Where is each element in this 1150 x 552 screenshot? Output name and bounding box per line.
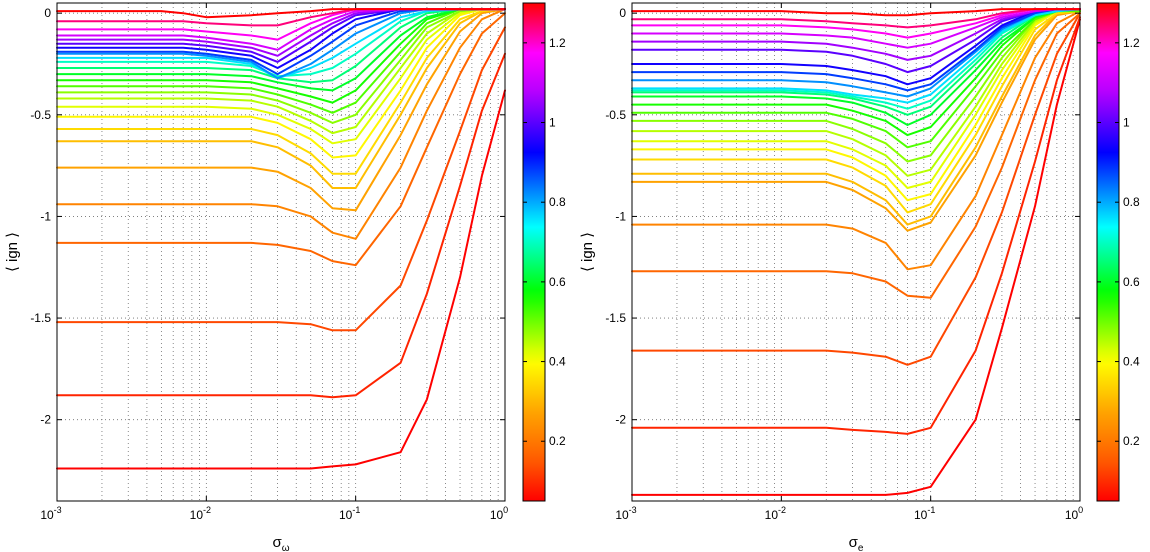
series-line-10 [56, 8, 506, 145]
series-line-9 [631, 10, 1081, 202]
series-group [631, 8, 1081, 496]
y-tick-label: -1.5 [30, 311, 51, 325]
series-line-13 [631, 10, 1081, 149]
y-tick-label: 0 [44, 6, 51, 20]
series-line-23 [631, 8, 1081, 61]
series-line-3 [631, 12, 1081, 366]
x-tick-label: 10-2 [765, 505, 786, 522]
series-line-14 [56, 8, 506, 104]
x-tick-label: 10-3 [40, 505, 61, 522]
y-tick-label: -2 [40, 413, 51, 427]
colorbar-tick-label: 0.2 [549, 434, 566, 448]
colorbar: 0.2 0.4 0.6 0.8 1 1.2 [1096, 2, 1140, 502]
series-line-2 [631, 16, 1081, 435]
plot-frame [56, 2, 506, 502]
series-line-2 [56, 52, 506, 399]
y-tick-label: -0.5 [605, 108, 626, 122]
series-line-5 [631, 10, 1081, 271]
y-tick-label: -1 [40, 209, 51, 223]
series-group [56, 8, 506, 470]
y-axis: 0 -0.5 -1 -1.5 -2 [30, 6, 505, 427]
series-line-12 [631, 10, 1081, 163]
y-axis-label: ⟨ ign ⟩ [579, 232, 596, 272]
colorbar: 0.2 0.4 0.6 0.8 1 1.2 [522, 2, 566, 502]
y-tick-label: -0.5 [30, 108, 51, 122]
series-line-5 [56, 8, 506, 240]
series-line-1 [56, 89, 506, 470]
plot-frame [631, 2, 1081, 502]
series-line-7 [631, 10, 1081, 226]
y-axis-label: ⟨ ign ⟩ [4, 232, 21, 272]
x-tick-label: 10-1 [339, 505, 360, 522]
colorbar-gradient [1096, 2, 1120, 502]
x-axis: 10-3 10-2 10-1 100 [615, 3, 1083, 522]
series-line-4 [631, 12, 1081, 299]
series-line-27 [631, 8, 1081, 17]
series-line-21 [631, 8, 1081, 86]
colorbar-tick-label: 1.2 [549, 36, 566, 50]
series-line-6 [56, 8, 506, 212]
x-tick-label: 100 [1065, 505, 1083, 522]
y-tick-label: -1 [615, 209, 626, 223]
x-tick-label: 10-1 [914, 505, 935, 522]
series-line-26 [631, 8, 1081, 29]
series-line-7 [56, 8, 506, 189]
series-line-4 [56, 12, 506, 267]
y-tick-label: -2 [615, 413, 626, 427]
series-line-20 [631, 8, 1081, 92]
series-line-3 [56, 26, 506, 332]
series-line-16 [56, 8, 506, 84]
colorbar-tick-label: 0.2 [1123, 434, 1140, 448]
series-line-15 [631, 8, 1081, 126]
series-line-15 [56, 8, 506, 92]
colorbar-tick-label: 0.8 [1123, 195, 1140, 209]
series-line-9 [56, 8, 506, 159]
colorbar-tick-label: 0.6 [549, 275, 566, 289]
colorbar-tick-label: 1.2 [1123, 36, 1140, 50]
series-line-16 [631, 8, 1081, 116]
series-line-13 [56, 8, 506, 114]
x-tick-label: 10-2 [190, 505, 211, 522]
colorbar-tick-label: 0.4 [549, 355, 566, 369]
y-tick-label: -1.5 [605, 311, 626, 325]
series-line-14 [631, 8, 1081, 137]
series-line-11 [56, 8, 506, 135]
y-axis: 0 -0.5 -1 -1.5 -2 [605, 6, 1080, 427]
colorbar-tick-label: 0.6 [1123, 275, 1140, 289]
series-line-10 [631, 10, 1081, 189]
x-tick-label: 10-3 [615, 505, 636, 522]
series-line-18 [631, 8, 1081, 104]
series-line-24 [631, 8, 1081, 49]
series-line-8 [56, 8, 506, 175]
x-axis-label: σω [272, 534, 289, 552]
series-line-11 [631, 10, 1081, 177]
series-line-27 [56, 8, 506, 19]
series-line-8 [631, 10, 1081, 214]
colorbar-tick-label: 1 [549, 116, 556, 130]
x-tick-label: 100 [490, 505, 508, 522]
chart-panel-2: 10-3 10-2 10-1 100 0 -0.5 -1 -1.5 -2 σe ⟨ ign ⟩ 0.2… [579, 2, 1140, 552]
chart-panel-1: 10-3 10-2 10-1 100 0 -0.5 -1 -1.5 -2 σω ⟨ ign ⟩ 0.2… [4, 2, 566, 552]
colorbar-tick-label: 0.4 [1123, 355, 1140, 369]
x-axis-label: σe [849, 534, 864, 552]
series-line-6 [631, 10, 1081, 232]
series-line-12 [56, 8, 506, 124]
colorbar-tick-label: 0.8 [549, 195, 566, 209]
x-axis: 10-3 10-2 10-1 100 [40, 3, 508, 522]
colorbar-tick-label: 1 [1123, 116, 1130, 130]
series-line-1 [631, 18, 1081, 496]
y-tick-label: 0 [619, 6, 626, 20]
colorbar-gradient [522, 2, 546, 502]
